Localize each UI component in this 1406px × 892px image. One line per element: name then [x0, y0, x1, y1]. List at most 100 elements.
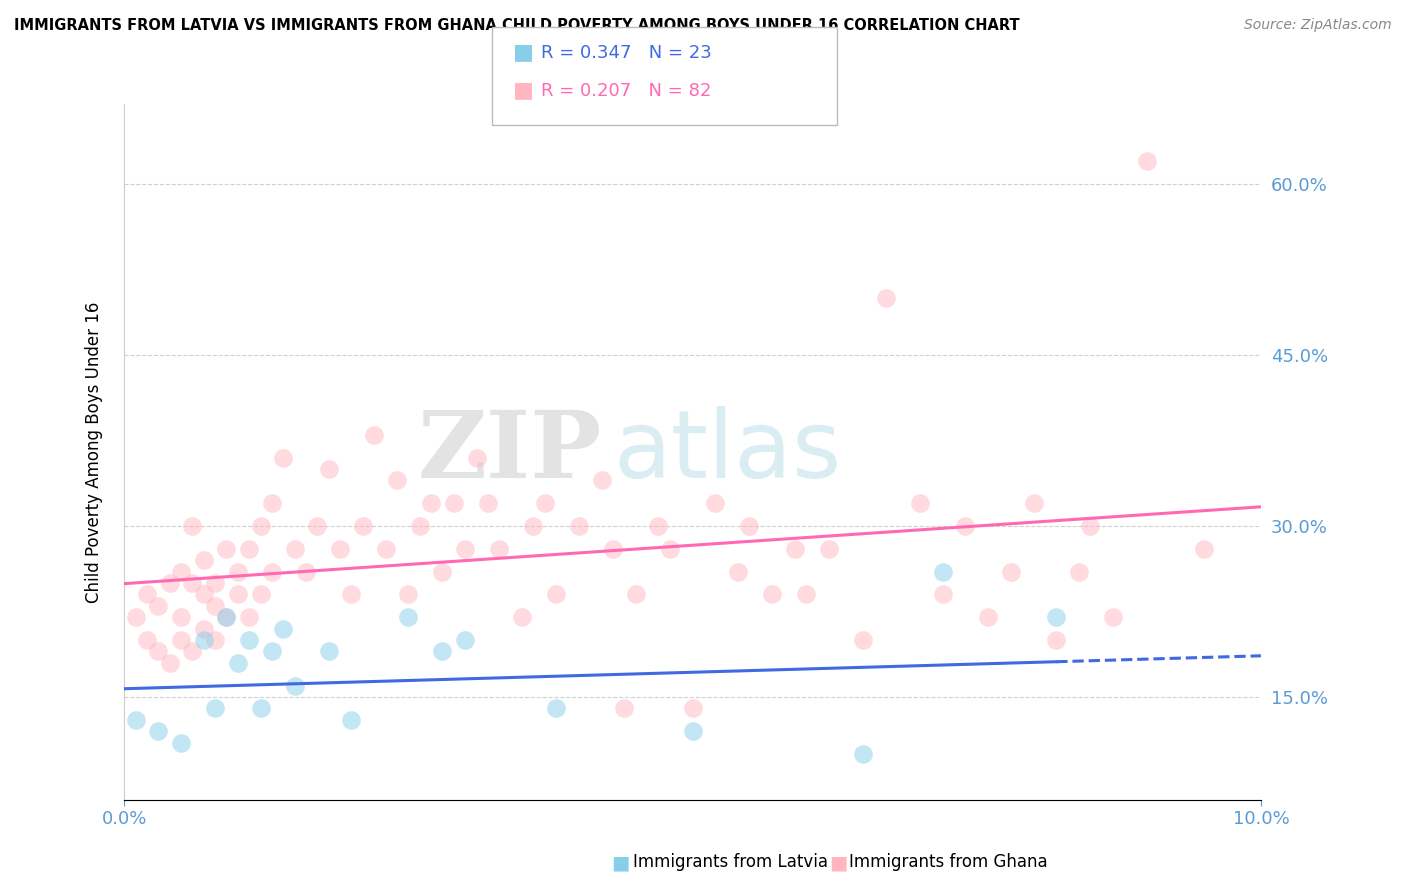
Point [170, 735, 193, 749]
Point [271, 622, 294, 636]
Point [875, 291, 897, 305]
Point [124, 610, 146, 624]
Text: Immigrants from Latvia: Immigrants from Latvia [633, 853, 828, 871]
Point [852, 747, 875, 761]
Point [226, 656, 249, 670]
Text: ■: ■ [513, 42, 534, 62]
Point [340, 587, 363, 601]
Point [396, 587, 419, 601]
Text: ■: ■ [513, 80, 534, 100]
Point [238, 610, 260, 624]
Point [488, 849, 510, 863]
Point [1045, 610, 1067, 624]
Point [148, 724, 170, 739]
Point [204, 576, 226, 591]
Point [613, 701, 636, 715]
Point [204, 632, 226, 647]
Point [1067, 565, 1090, 579]
Point [591, 474, 613, 488]
Y-axis label: Child Poverty Among Boys Under 16: Child Poverty Among Boys Under 16 [86, 301, 103, 603]
Point [602, 541, 624, 556]
Point [193, 587, 215, 601]
Point [761, 587, 783, 601]
Text: R = 0.207   N = 82: R = 0.207 N = 82 [541, 82, 711, 100]
Point [454, 632, 477, 647]
Point [1000, 565, 1022, 579]
Point [204, 599, 226, 613]
Point [647, 519, 669, 533]
Text: ZIP: ZIP [418, 407, 602, 497]
Point [340, 713, 363, 727]
Point [908, 496, 931, 510]
Point [546, 701, 568, 715]
Point [249, 519, 271, 533]
Point [284, 541, 307, 556]
Point [181, 644, 204, 658]
Point [135, 587, 157, 601]
Point [363, 427, 385, 442]
Point [181, 576, 204, 591]
Point [226, 565, 249, 579]
Text: IMMIGRANTS FROM LATVIA VS IMMIGRANTS FROM GHANA CHILD POVERTY AMONG BOYS UNDER 1: IMMIGRANTS FROM LATVIA VS IMMIGRANTS FRO… [14, 18, 1019, 33]
Point [432, 644, 454, 658]
Point [204, 701, 226, 715]
Point [546, 587, 568, 601]
Point [238, 632, 260, 647]
Point [977, 610, 1000, 624]
Point [682, 701, 704, 715]
Point [955, 519, 977, 533]
Point [465, 450, 488, 465]
Point [1080, 519, 1102, 533]
Point [432, 565, 454, 579]
Point [454, 541, 477, 556]
Point [318, 462, 340, 476]
Point [260, 496, 283, 510]
Point [295, 565, 318, 579]
Point [159, 656, 181, 670]
Point [783, 541, 806, 556]
Point [352, 519, 374, 533]
Point [408, 519, 430, 533]
Point [477, 496, 499, 510]
Point [704, 496, 727, 510]
Point [931, 565, 953, 579]
Point [794, 587, 817, 601]
Point [124, 713, 146, 727]
Point [420, 496, 443, 510]
Point [215, 610, 238, 624]
Point [215, 541, 238, 556]
Point [148, 599, 170, 613]
Point [818, 541, 841, 556]
Point [1102, 610, 1125, 624]
Point [738, 519, 761, 533]
Point [396, 610, 419, 624]
Point [385, 474, 408, 488]
Point [249, 587, 271, 601]
Point [135, 632, 157, 647]
Text: Source: ZipAtlas.com: Source: ZipAtlas.com [1244, 18, 1392, 32]
Point [226, 587, 249, 601]
Point [1136, 154, 1159, 169]
Point [170, 565, 193, 579]
Point [443, 496, 465, 510]
Point [249, 701, 271, 715]
Point [931, 587, 953, 601]
Point [170, 632, 193, 647]
Point [307, 519, 329, 533]
Point [488, 541, 510, 556]
Point [193, 622, 215, 636]
Point [624, 587, 647, 601]
Point [658, 541, 681, 556]
Point [215, 610, 238, 624]
Point [727, 565, 749, 579]
Point [1022, 496, 1045, 510]
Point [260, 565, 283, 579]
Point [318, 644, 340, 658]
Point [159, 576, 181, 591]
Point [329, 541, 352, 556]
Point [181, 519, 204, 533]
Point [284, 679, 307, 693]
Point [568, 519, 591, 533]
Text: R = 0.347   N = 23: R = 0.347 N = 23 [541, 44, 711, 62]
Point [193, 553, 215, 567]
